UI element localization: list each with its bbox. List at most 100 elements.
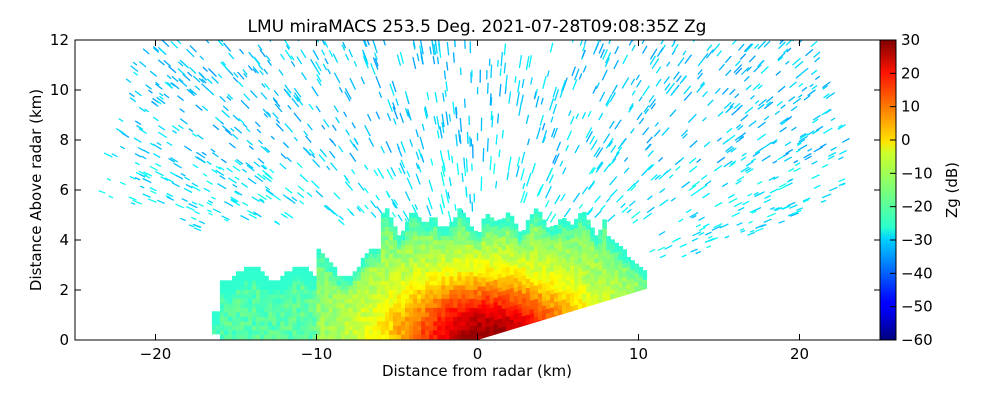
echo-cell: [252, 311, 257, 317]
echo-cell: [590, 236, 595, 242]
echo-cell: [421, 239, 426, 245]
echo-cell: [376, 289, 382, 295]
echo-cell: [268, 307, 273, 313]
echo-cell: [413, 302, 418, 308]
echo-cell: [485, 223, 491, 229]
echo-cell: [429, 217, 434, 223]
echo-cell: [497, 295, 503, 301]
noise-speckle: [343, 111, 348, 118]
echo-cell: [268, 334, 273, 340]
noise-speckle: [702, 192, 710, 199]
noise-speckle: [415, 151, 420, 160]
echo-cell: [437, 235, 442, 241]
echo-cell: [352, 302, 358, 308]
noise-speckle: [164, 177, 175, 183]
echo-cell: [360, 320, 366, 326]
noise-speckle: [731, 212, 741, 218]
echo-cell: [413, 230, 418, 236]
noise-speckle: [273, 89, 279, 97]
noise-speckle: [722, 139, 729, 145]
echo-cell: [501, 245, 507, 251]
chart-title: LMU miraMACS 253.5 Deg. 2021-07-28T09:08…: [248, 17, 707, 37]
echo-cell: [219, 289, 225, 295]
echo-cell: [509, 220, 515, 226]
x-axis-label: Distance from radar (km): [382, 362, 572, 380]
noise-speckle: [337, 219, 345, 226]
echo-cell: [525, 318, 531, 324]
echo-cell: [308, 271, 313, 277]
noise-speckle: [206, 180, 214, 185]
noise-speckle: [221, 61, 227, 66]
echo-cell: [457, 212, 462, 218]
noise-speckle: [246, 164, 255, 172]
noise-speckle: [546, 70, 550, 77]
echo-cell: [240, 284, 245, 290]
echo-cell: [320, 298, 326, 304]
noise-speckle: [837, 124, 847, 130]
noise-speckle: [562, 167, 567, 175]
echo-cell: [493, 243, 499, 249]
noise-speckle: [608, 40, 612, 44]
noise-speckle: [571, 66, 577, 77]
echo-cell: [550, 244, 555, 250]
echo-cell: [272, 284, 277, 290]
noise-speckle: [434, 40, 437, 47]
noise-speckle: [530, 77, 533, 85]
noise-speckle: [605, 137, 614, 149]
noise-speckle: [374, 58, 379, 67]
noise-speckle: [699, 81, 705, 87]
echo-cell: [513, 264, 519, 270]
noise-speckle: [152, 116, 159, 122]
noise-speckle: [788, 178, 793, 182]
echo-cell: [521, 243, 527, 249]
noise-speckle: [219, 95, 226, 103]
echo-cell: [380, 325, 386, 331]
echo-cell: [384, 230, 390, 236]
echo-cell: [368, 262, 374, 268]
echo-cell: [574, 259, 579, 265]
echo-cell: [360, 271, 366, 277]
echo-cell: [252, 293, 257, 299]
echo-cell: [308, 329, 313, 335]
noise-speckle: [773, 206, 780, 211]
echo-cell: [384, 217, 390, 223]
echo-cell: [606, 245, 611, 251]
echo-cell: [336, 329, 342, 335]
echo-cell: [280, 298, 285, 304]
echo-cell: [477, 299, 483, 305]
noise-speckle: [783, 156, 793, 162]
noise-speckle: [142, 193, 151, 198]
noise-speckle: [227, 93, 234, 100]
noise-speckle: [108, 195, 114, 199]
echo-cell: [445, 325, 450, 331]
echo-cell: [268, 293, 273, 299]
echo-cell: [360, 266, 366, 272]
echo-cell: [352, 320, 358, 326]
echo-cell: [485, 272, 491, 278]
echo-cell: [425, 280, 430, 286]
echo-cell: [521, 270, 527, 276]
echo-cell: [421, 320, 426, 326]
noise-speckle: [612, 151, 620, 162]
noise-speckle: [651, 58, 660, 70]
echo-cell: [441, 257, 446, 263]
echo-cell: [364, 311, 370, 317]
echo-cell: [272, 293, 277, 299]
echo-cell: [618, 250, 623, 256]
echo-cell: [513, 241, 519, 247]
echo-cell: [316, 271, 322, 277]
echo-cell: [537, 234, 543, 240]
echo-cell: [256, 266, 261, 272]
echo-cell: [570, 278, 575, 284]
echo-cell: [477, 322, 483, 328]
noise-speckle: [217, 183, 227, 190]
echo-cell: [505, 302, 511, 308]
echo-cell: [328, 311, 334, 317]
echo-cell: [437, 307, 442, 313]
echo-cell: [433, 293, 438, 299]
noise-speckle: [673, 40, 677, 44]
echo-cell: [417, 257, 422, 263]
noise-speckle: [415, 162, 420, 170]
echo-cell: [376, 298, 382, 304]
noise-speckle: [799, 133, 809, 140]
